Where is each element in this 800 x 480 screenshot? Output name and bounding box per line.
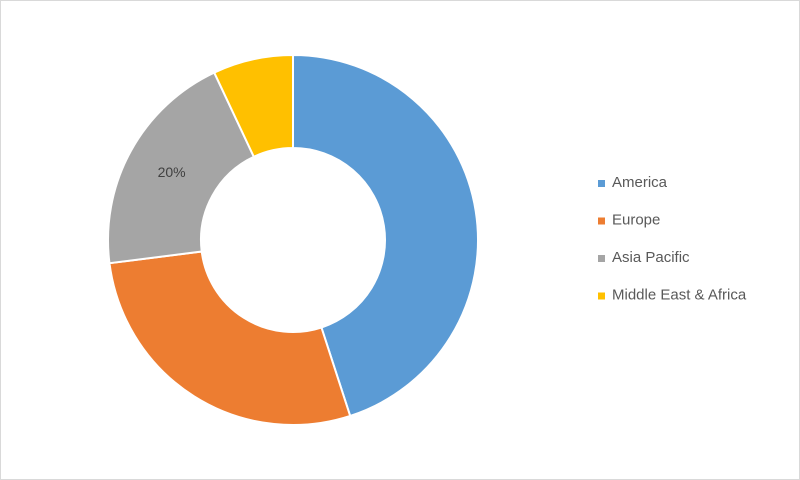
data-label: 20% [158, 164, 186, 180]
donut-segment [212, 53, 294, 159]
legend-label: Asia Pacific [612, 249, 690, 266]
legend-swatch [598, 255, 605, 262]
legend-label: America [612, 174, 668, 191]
legend-label: Middle East & Africa [612, 286, 747, 303]
legend-label: Europe [612, 211, 660, 228]
donut-segment [292, 53, 479, 418]
donut-segment [107, 71, 256, 265]
legend-swatch [598, 292, 605, 300]
donut-segment [108, 250, 352, 426]
legend-swatch [598, 217, 605, 225]
legend-swatch [598, 180, 605, 187]
